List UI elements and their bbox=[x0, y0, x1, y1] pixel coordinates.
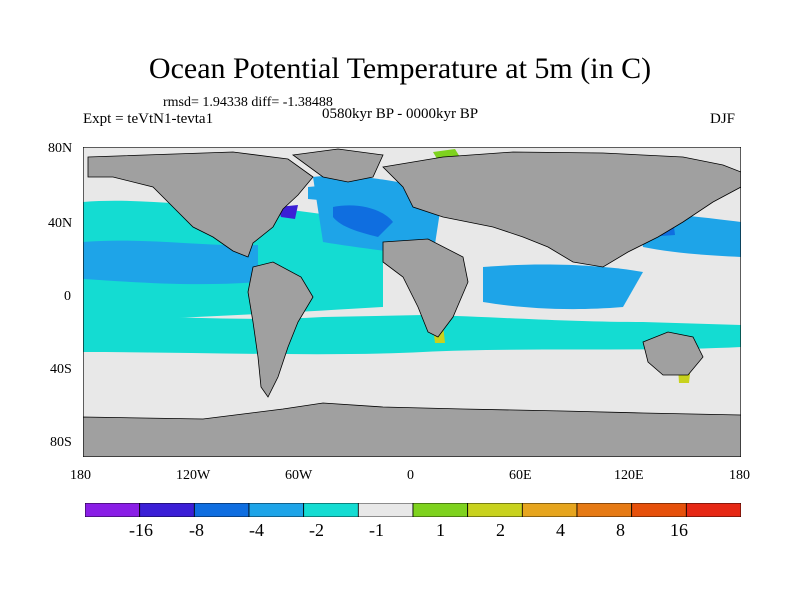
experiment-label: Expt = teVtN1-tevta1 bbox=[83, 111, 214, 127]
x-tick-60e: 60E bbox=[509, 468, 532, 483]
colorbar-box bbox=[576, 503, 633, 517]
x-tick-0: 0 bbox=[407, 468, 414, 483]
colorbar-label-16: 16 bbox=[670, 520, 688, 540]
colorbar bbox=[85, 503, 741, 517]
colorbar-box bbox=[685, 503, 741, 517]
period-label: 0580kyr BP - 0000kyr BP bbox=[322, 106, 479, 122]
colorbar-label-4: 4 bbox=[556, 520, 565, 540]
colorbar-label-minus4: -4 bbox=[249, 520, 264, 540]
map-title: Ocean Potential Temperature at 5m (in C) bbox=[148, 52, 652, 85]
x-tick-180e: 180 bbox=[729, 468, 750, 483]
y-tick-0: 0 bbox=[64, 289, 71, 304]
colorbar-box bbox=[193, 503, 250, 517]
colorbar-box bbox=[303, 503, 359, 517]
y-tick-80n: 80N bbox=[48, 141, 73, 156]
temperature-map bbox=[83, 147, 741, 457]
colorbar-box bbox=[248, 503, 305, 517]
colorbar-box bbox=[467, 503, 523, 517]
land-greenland bbox=[291, 148, 384, 183]
y-tick-40s: 40S bbox=[50, 362, 72, 377]
y-tick-40n: 40N bbox=[48, 216, 73, 231]
x-tick-180w: 180 bbox=[70, 468, 91, 483]
colorbar-box bbox=[85, 503, 141, 517]
land-masses bbox=[83, 148, 741, 457]
patch-north-atlantic-deep bbox=[333, 205, 393, 237]
x-tick-120e: 120E bbox=[614, 468, 644, 483]
stats-label: rmsd= 1.94338 diff= -1.38488 bbox=[163, 95, 333, 110]
band-pacific-blue bbox=[83, 240, 258, 285]
x-tick-60w: 60W bbox=[285, 468, 313, 483]
colorbar-box bbox=[521, 503, 578, 517]
colorbar-label-minus16: -16 bbox=[129, 520, 153, 540]
colorbar-box bbox=[357, 503, 414, 517]
colorbar-boxes bbox=[85, 503, 741, 517]
y-tick-80s: 80S bbox=[50, 435, 72, 450]
colorbar-label-minus2: -2 bbox=[309, 520, 324, 540]
band-southern-cyan bbox=[83, 315, 741, 355]
x-tick-120w: 120W bbox=[176, 468, 211, 483]
land-north-america bbox=[87, 151, 314, 258]
colorbar-box bbox=[412, 503, 469, 517]
colorbar-label-minus1: -1 bbox=[369, 520, 384, 540]
land-australia bbox=[642, 331, 704, 376]
colorbar-box bbox=[631, 503, 687, 517]
colorbar-label-1: 1 bbox=[436, 520, 445, 540]
land-south-america bbox=[247, 261, 314, 398]
land-antarctica bbox=[83, 402, 741, 457]
land-africa bbox=[382, 238, 469, 338]
season-label: DJF bbox=[710, 111, 736, 127]
colorbar-label-8: 8 bbox=[616, 520, 625, 540]
colorbar-label-minus8: -8 bbox=[189, 520, 204, 540]
colorbar-box bbox=[139, 503, 195, 517]
colorbar-label-2: 2 bbox=[496, 520, 505, 540]
patch-indian-ocean-blue bbox=[483, 264, 643, 310]
land-eurasia bbox=[382, 151, 741, 268]
